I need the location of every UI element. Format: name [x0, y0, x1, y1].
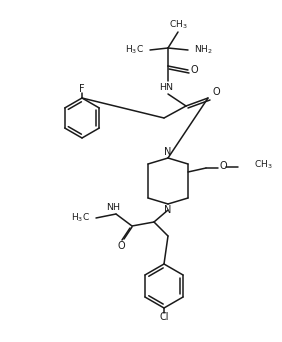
Text: H$_3$C: H$_3$C [125, 44, 144, 56]
Text: N: N [164, 147, 172, 157]
Text: Cl: Cl [159, 312, 169, 322]
Text: F: F [79, 84, 85, 94]
Text: O: O [190, 65, 198, 75]
Text: NH$_2$: NH$_2$ [194, 44, 212, 56]
Text: N: N [164, 205, 172, 215]
Text: NH: NH [106, 203, 120, 212]
Text: O: O [219, 161, 227, 171]
Text: O: O [117, 241, 125, 251]
Text: CH$_3$: CH$_3$ [169, 19, 187, 31]
Text: O: O [212, 87, 220, 97]
Text: CH$_3$: CH$_3$ [254, 159, 273, 171]
Text: H$_3$C: H$_3$C [70, 212, 89, 224]
Text: HN: HN [159, 83, 173, 92]
